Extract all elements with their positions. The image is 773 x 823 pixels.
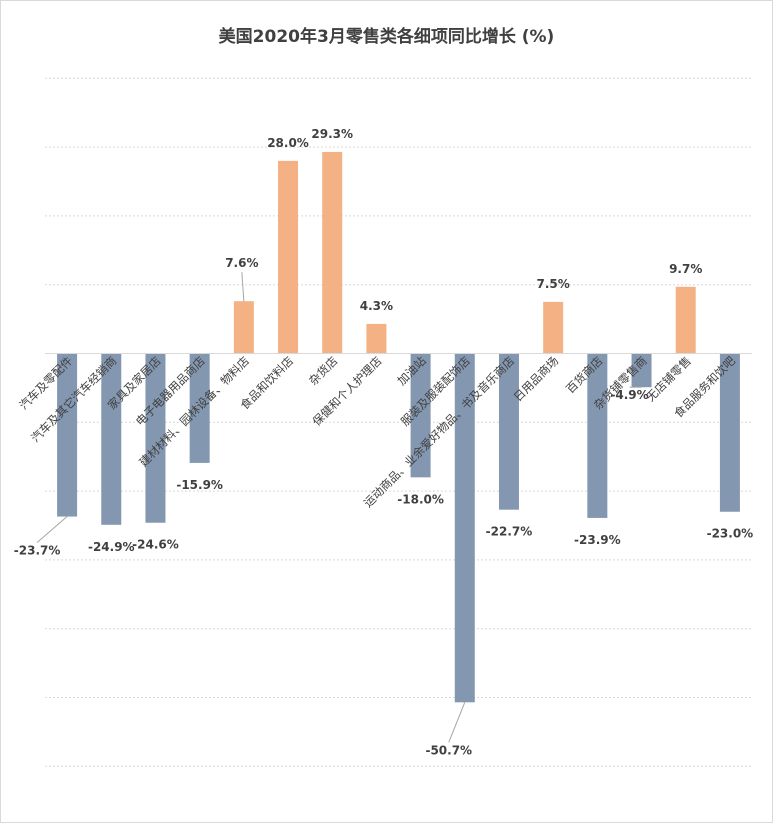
- data-label: 7.6%: [225, 256, 258, 270]
- label-leader-line: [241, 272, 245, 302]
- data-label: -24.9%: [88, 540, 135, 554]
- data-label: 7.5%: [537, 277, 570, 291]
- data-label: -50.7%: [425, 743, 472, 757]
- category-tick-label: 杂货店: [306, 354, 340, 388]
- bar: [278, 160, 299, 354]
- data-label: -4.9%: [610, 388, 648, 402]
- data-label: 29.3%: [311, 127, 353, 141]
- bar: [145, 353, 166, 523]
- bar: [233, 301, 254, 354]
- data-label: -23.7%: [14, 544, 61, 558]
- data-label: -24.6%: [132, 538, 179, 552]
- data-label: -23.9%: [574, 533, 621, 547]
- bar: [587, 353, 608, 518]
- chart-title: 美国2020年3月零售类各细项同比增长 (%): [218, 27, 555, 47]
- bar: [454, 353, 475, 703]
- data-label: 4.3%: [360, 299, 393, 313]
- data-label: -23.0%: [707, 527, 754, 541]
- bar: [101, 353, 122, 525]
- bar: [322, 151, 343, 354]
- data-label: 9.7%: [669, 262, 702, 276]
- data-label: -22.7%: [486, 525, 533, 539]
- data-label: -15.9%: [176, 478, 223, 492]
- bar: [543, 301, 564, 354]
- bar: [675, 286, 696, 354]
- bar: [410, 353, 431, 478]
- bar: [366, 323, 387, 354]
- data-label: -18.0%: [397, 492, 444, 506]
- bar: [631, 353, 652, 388]
- bar: [189, 353, 210, 463]
- data-label: 28.0%: [267, 136, 309, 150]
- bar: [57, 353, 78, 517]
- label-leader-line: [36, 516, 68, 543]
- label-leader-line: [448, 702, 466, 743]
- bar: [498, 353, 519, 510]
- bar: [719, 353, 740, 512]
